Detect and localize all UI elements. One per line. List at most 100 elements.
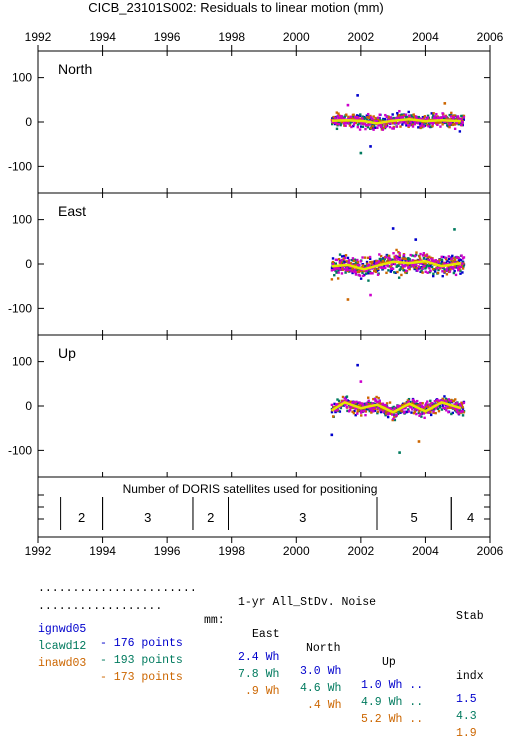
data-point bbox=[330, 278, 334, 281]
data-point bbox=[379, 123, 382, 127]
data-point bbox=[373, 398, 377, 401]
data-point bbox=[361, 264, 365, 267]
data-point bbox=[374, 270, 378, 274]
data-point bbox=[391, 267, 395, 271]
data-point bbox=[404, 406, 407, 410]
data-point bbox=[368, 255, 372, 259]
data-point bbox=[399, 125, 402, 128]
data-point bbox=[354, 263, 357, 267]
data-point bbox=[453, 127, 457, 131]
data-point bbox=[462, 401, 466, 405]
data-point bbox=[378, 113, 381, 116]
data-point bbox=[443, 395, 446, 398]
data-point bbox=[385, 271, 388, 275]
data-point bbox=[399, 259, 402, 262]
data-point bbox=[392, 125, 395, 129]
stats-header-indx: indx bbox=[456, 670, 484, 683]
data-point bbox=[432, 116, 436, 120]
data-point bbox=[368, 270, 372, 274]
x-tick-label: 1996 bbox=[154, 544, 181, 558]
data-point bbox=[387, 115, 391, 119]
data-point bbox=[441, 115, 445, 118]
data-point bbox=[426, 405, 430, 409]
data-point bbox=[334, 116, 337, 120]
data-point bbox=[427, 265, 431, 268]
data-point bbox=[456, 266, 459, 269]
data-point bbox=[349, 406, 352, 409]
data-point bbox=[456, 115, 460, 118]
data-point bbox=[415, 251, 418, 254]
data-point bbox=[356, 258, 359, 262]
data-point bbox=[453, 265, 456, 268]
data-point bbox=[361, 115, 364, 118]
data-point bbox=[410, 263, 413, 266]
data-point bbox=[397, 276, 401, 279]
data-point bbox=[449, 118, 452, 121]
data-point bbox=[462, 256, 466, 259]
data-point bbox=[395, 413, 398, 416]
data-point bbox=[420, 117, 423, 121]
data-point bbox=[417, 411, 421, 415]
data-point bbox=[413, 259, 417, 263]
data-point bbox=[390, 263, 393, 266]
data-point bbox=[436, 123, 439, 127]
data-point bbox=[382, 410, 385, 413]
data-point bbox=[352, 262, 355, 266]
data-point bbox=[436, 398, 439, 402]
data-point bbox=[419, 412, 422, 416]
data-point bbox=[339, 268, 342, 271]
data-point bbox=[433, 408, 436, 411]
data-point bbox=[356, 125, 360, 129]
data-point bbox=[333, 273, 336, 277]
data-point bbox=[424, 262, 427, 265]
data-point bbox=[395, 248, 398, 252]
data-point bbox=[445, 269, 448, 272]
data-point bbox=[459, 259, 463, 262]
data-point bbox=[440, 258, 444, 262]
stats-east: .9 Wh bbox=[245, 685, 280, 698]
data-point bbox=[457, 121, 461, 124]
data-point bbox=[440, 116, 444, 119]
data-point bbox=[345, 395, 349, 398]
data-point bbox=[394, 254, 398, 258]
data-point bbox=[432, 410, 435, 413]
data-point bbox=[377, 262, 380, 266]
data-point bbox=[413, 116, 417, 120]
data-point bbox=[416, 121, 420, 125]
data-point bbox=[451, 254, 454, 258]
outlier-point bbox=[414, 238, 418, 241]
data-point bbox=[369, 272, 373, 275]
data-point bbox=[360, 409, 363, 413]
data-point bbox=[458, 258, 461, 261]
data-point bbox=[391, 122, 395, 125]
data-point bbox=[461, 414, 465, 417]
data-point bbox=[368, 122, 372, 126]
data-point bbox=[437, 409, 441, 413]
data-point bbox=[402, 114, 406, 117]
data-point bbox=[413, 115, 416, 118]
data-point bbox=[330, 403, 334, 407]
data-point bbox=[337, 112, 340, 115]
data-point bbox=[405, 115, 408, 119]
data-point bbox=[352, 113, 355, 116]
data-point bbox=[374, 126, 377, 129]
data-point bbox=[415, 399, 419, 403]
data-point bbox=[348, 124, 352, 127]
data-point bbox=[462, 118, 465, 121]
data-point bbox=[452, 115, 456, 119]
data-point bbox=[425, 264, 429, 267]
data-point bbox=[461, 267, 465, 270]
data-point bbox=[354, 273, 358, 276]
data-point bbox=[410, 405, 413, 409]
x-tick-label: 2002 bbox=[348, 544, 375, 558]
data-point bbox=[357, 404, 361, 407]
data-point bbox=[462, 114, 466, 118]
data-point bbox=[438, 258, 441, 262]
data-point bbox=[455, 403, 458, 406]
data-point bbox=[412, 411, 416, 415]
data-point bbox=[400, 273, 403, 277]
data-point bbox=[432, 274, 435, 278]
data-point bbox=[367, 269, 370, 273]
data-point bbox=[448, 270, 452, 273]
data-point bbox=[432, 261, 435, 264]
